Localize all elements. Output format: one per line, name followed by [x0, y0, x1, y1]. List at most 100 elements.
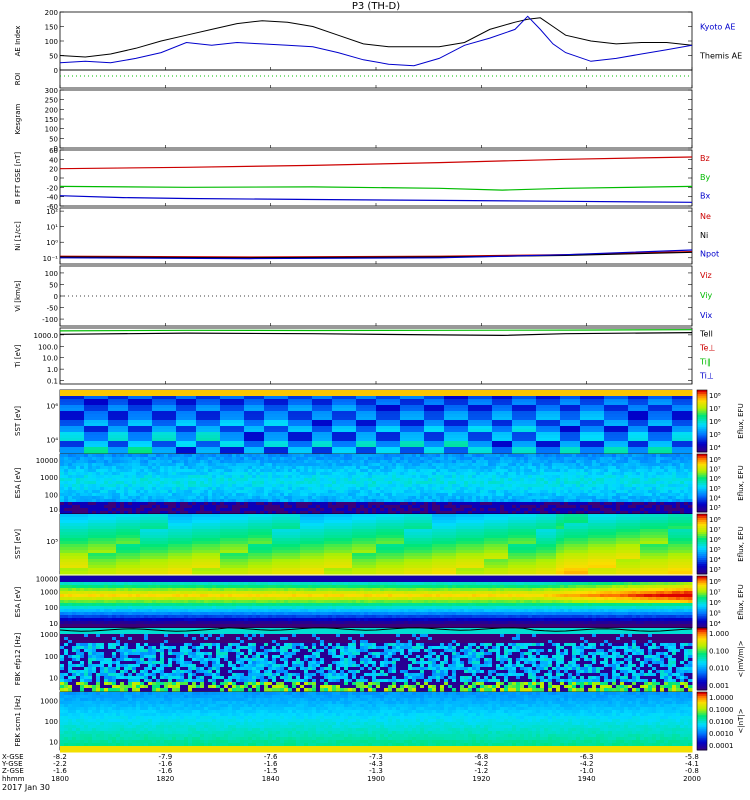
panel-kgram	[59, 89, 693, 149]
ytick-density-1: 10¹	[46, 224, 58, 232]
colorbar-fbk_b-tick-3: 0.0010	[709, 730, 734, 738]
ytick-fbk_e-1: 100	[45, 653, 58, 661]
xtick-hhmm-3: 1900	[367, 775, 385, 783]
spectrogram-esa_elec	[60, 576, 693, 631]
ytick-kgram-2: 200	[45, 106, 58, 114]
xrow-label-1: Y-GSE	[1, 760, 23, 768]
ytick-sst_ion-1: 10⁴	[46, 437, 58, 445]
ytick-density-2: 10⁰	[46, 239, 58, 247]
xtick-y-1: -1.6	[158, 760, 172, 768]
colorbar-esa_ion-tick-2: 10⁶	[709, 475, 721, 483]
spectrogram-fbk_e	[60, 628, 693, 692]
colorbar-sst_elec-tick-2: 10⁶	[709, 536, 721, 544]
ytick-fbk_e-0: 1000	[40, 631, 58, 639]
ylabel-fbk_b: FBK scm1 [Hz]	[14, 695, 22, 746]
ytick-ae-0: 200	[45, 9, 58, 17]
ylabel-bfield: B FFT GSE [nT]	[14, 152, 22, 204]
xrow-label-3: hhmm	[2, 775, 25, 783]
xtick-hhmm-5: 1940	[578, 775, 596, 783]
xtick-x-0: -8.2	[53, 753, 67, 761]
ytick-sst_elec-0: 10⁵	[46, 538, 58, 546]
ytick-esa_elec-0: 10000	[36, 576, 58, 584]
colorbar-esa_elec-tick-2: 10⁶	[709, 599, 721, 607]
figure-title: P3 (TH-D)	[352, 1, 400, 12]
series-line-ae-0	[59, 17, 693, 58]
ytick-esa_ion-1: 1000	[40, 474, 58, 482]
ytick-esa_elec-3: 10	[49, 620, 58, 628]
series-line-bfield-0	[59, 156, 693, 170]
ytick-velocity-2: 0	[54, 293, 58, 301]
ytick-ae-2: 100	[45, 38, 58, 46]
ylabel-density: Ni [1/cc]	[14, 221, 22, 251]
legend-bfield-0: Bz	[700, 154, 710, 163]
colorbar-fbk_e-tick-1: 0.100	[709, 647, 729, 655]
xtick-y-6: -4.1	[685, 760, 699, 768]
series-line-bfield-2	[59, 195, 693, 203]
colorbar-sst_elec-tick-1: 10⁷	[709, 526, 721, 534]
panel-roi	[59, 69, 693, 89]
xtick-hhmm-6: 2000	[683, 775, 701, 783]
frame-temp	[59, 327, 693, 385]
ytick-ae-4: 0	[54, 67, 58, 75]
ytick-fbk_b-1: 100	[45, 718, 58, 726]
colorbar-sst_elec-tick-3: 10⁵	[709, 546, 721, 554]
date-label: 2017 Jan 30	[2, 783, 50, 792]
legend-ae-1: Themis AE	[699, 51, 742, 60]
series-line-bfield-1	[59, 185, 693, 191]
colorbar-sst_ion-tick-4: 10⁴	[709, 444, 721, 452]
xtick-z-0: -1.6	[53, 767, 67, 775]
colorbar-fbk_b-tick-1: 0.1000	[709, 706, 734, 714]
colorbar-esa_elec-tick-3: 10⁵	[709, 610, 721, 618]
legend-temp-1: Te⊥	[699, 343, 715, 352]
ylabel-ae: AE Index	[14, 26, 22, 57]
ytick-kgram-6: 0	[54, 145, 58, 153]
ytick-velocity-0: 100	[45, 270, 58, 278]
colorbar-fbk_b	[696, 691, 708, 751]
legend-velocity-0: Viz	[700, 271, 712, 280]
xtick-y-3: -4.3	[369, 760, 383, 768]
ytick-bfield-3: 0	[54, 175, 58, 183]
colorbar-sst_ion-tick-2: 10⁶	[709, 418, 721, 426]
xrow-label-2: Z-GSE	[2, 767, 24, 775]
xtick-hhmm-1: 1820	[156, 775, 174, 783]
ytick-esa_ion-3: 10	[49, 506, 58, 514]
ytick-temp-4: 0.1	[47, 378, 58, 386]
legend-bfield-2: Bx	[700, 192, 710, 201]
ylabel-sst_elec: SST [eV]	[14, 529, 22, 559]
ytick-temp-1: 100.0	[38, 343, 58, 351]
colorbar-sst_elec-tick-5: 10³	[709, 566, 721, 574]
colorbar-esa_ion-label: Eflux, EFU	[737, 465, 745, 500]
ylabel-temp: Ti [eV]	[14, 344, 22, 368]
ytick-kgram-5: 50	[49, 135, 58, 143]
fbk-trace	[59, 627, 693, 632]
xtick-hhmm-2: 1840	[262, 775, 280, 783]
xtick-x-1: -7.9	[158, 753, 172, 761]
colorbar-esa_ion	[696, 453, 708, 513]
ylabel-kgram: Kesgram	[14, 104, 22, 135]
xtick-x-4: -6.8	[474, 753, 488, 761]
legend-temp-0: Tell	[699, 329, 713, 338]
ytick-esa_elec-2: 100	[45, 604, 58, 612]
xtick-z-5: -1.0	[580, 767, 594, 775]
xtick-hhmm-4: 1920	[472, 775, 490, 783]
xtick-z-3: -1.3	[369, 767, 383, 775]
spectrogram-sst_ion	[60, 390, 693, 454]
panel-temp	[59, 327, 693, 385]
legend-temp-3: Ti⊥	[699, 371, 714, 380]
ytick-velocity-3: -50	[47, 305, 58, 313]
ylabel-velocity: Vi [km/s]	[14, 280, 22, 311]
colorbar-fbk_b-tick-0: 1.0000	[709, 694, 734, 702]
ytick-bfield-6: -60	[47, 203, 58, 211]
ytick-esa_ion-2: 100	[45, 492, 58, 500]
legend-density-1: Ni	[700, 231, 708, 240]
xtick-z-6: -0.8	[685, 767, 699, 775]
colorbar-fbk_e	[696, 627, 708, 691]
xtick-x-5: -6.3	[580, 753, 594, 761]
series-line-temp-1	[59, 332, 693, 337]
series-line-density-2	[59, 249, 693, 260]
ylabel-roi: ROI	[14, 73, 22, 85]
xtick-y-5: -4.2	[580, 760, 594, 768]
ytick-kgram-4: 100	[45, 126, 58, 134]
colorbar-sst_elec-tick-0: 10⁸	[709, 516, 721, 524]
